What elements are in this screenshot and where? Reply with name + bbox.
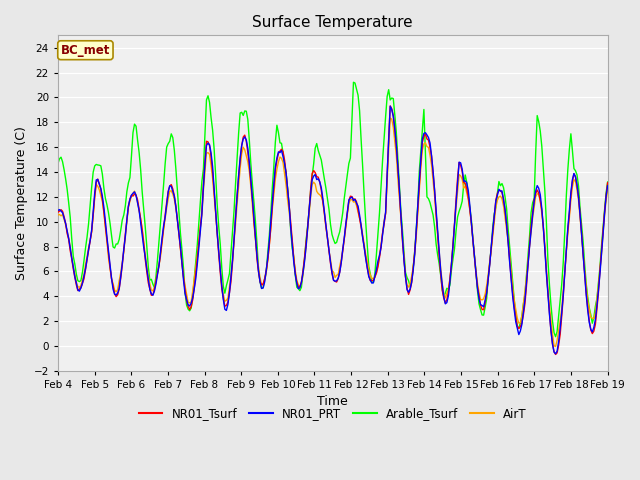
Title: Surface Temperature: Surface Temperature bbox=[252, 15, 413, 30]
Y-axis label: Surface Temperature (C): Surface Temperature (C) bbox=[15, 126, 28, 280]
Legend: NR01_Tsurf, NR01_PRT, Arable_Tsurf, AirT: NR01_Tsurf, NR01_PRT, Arable_Tsurf, AirT bbox=[134, 403, 532, 425]
X-axis label: Time: Time bbox=[317, 396, 348, 408]
Text: BC_met: BC_met bbox=[61, 44, 110, 57]
